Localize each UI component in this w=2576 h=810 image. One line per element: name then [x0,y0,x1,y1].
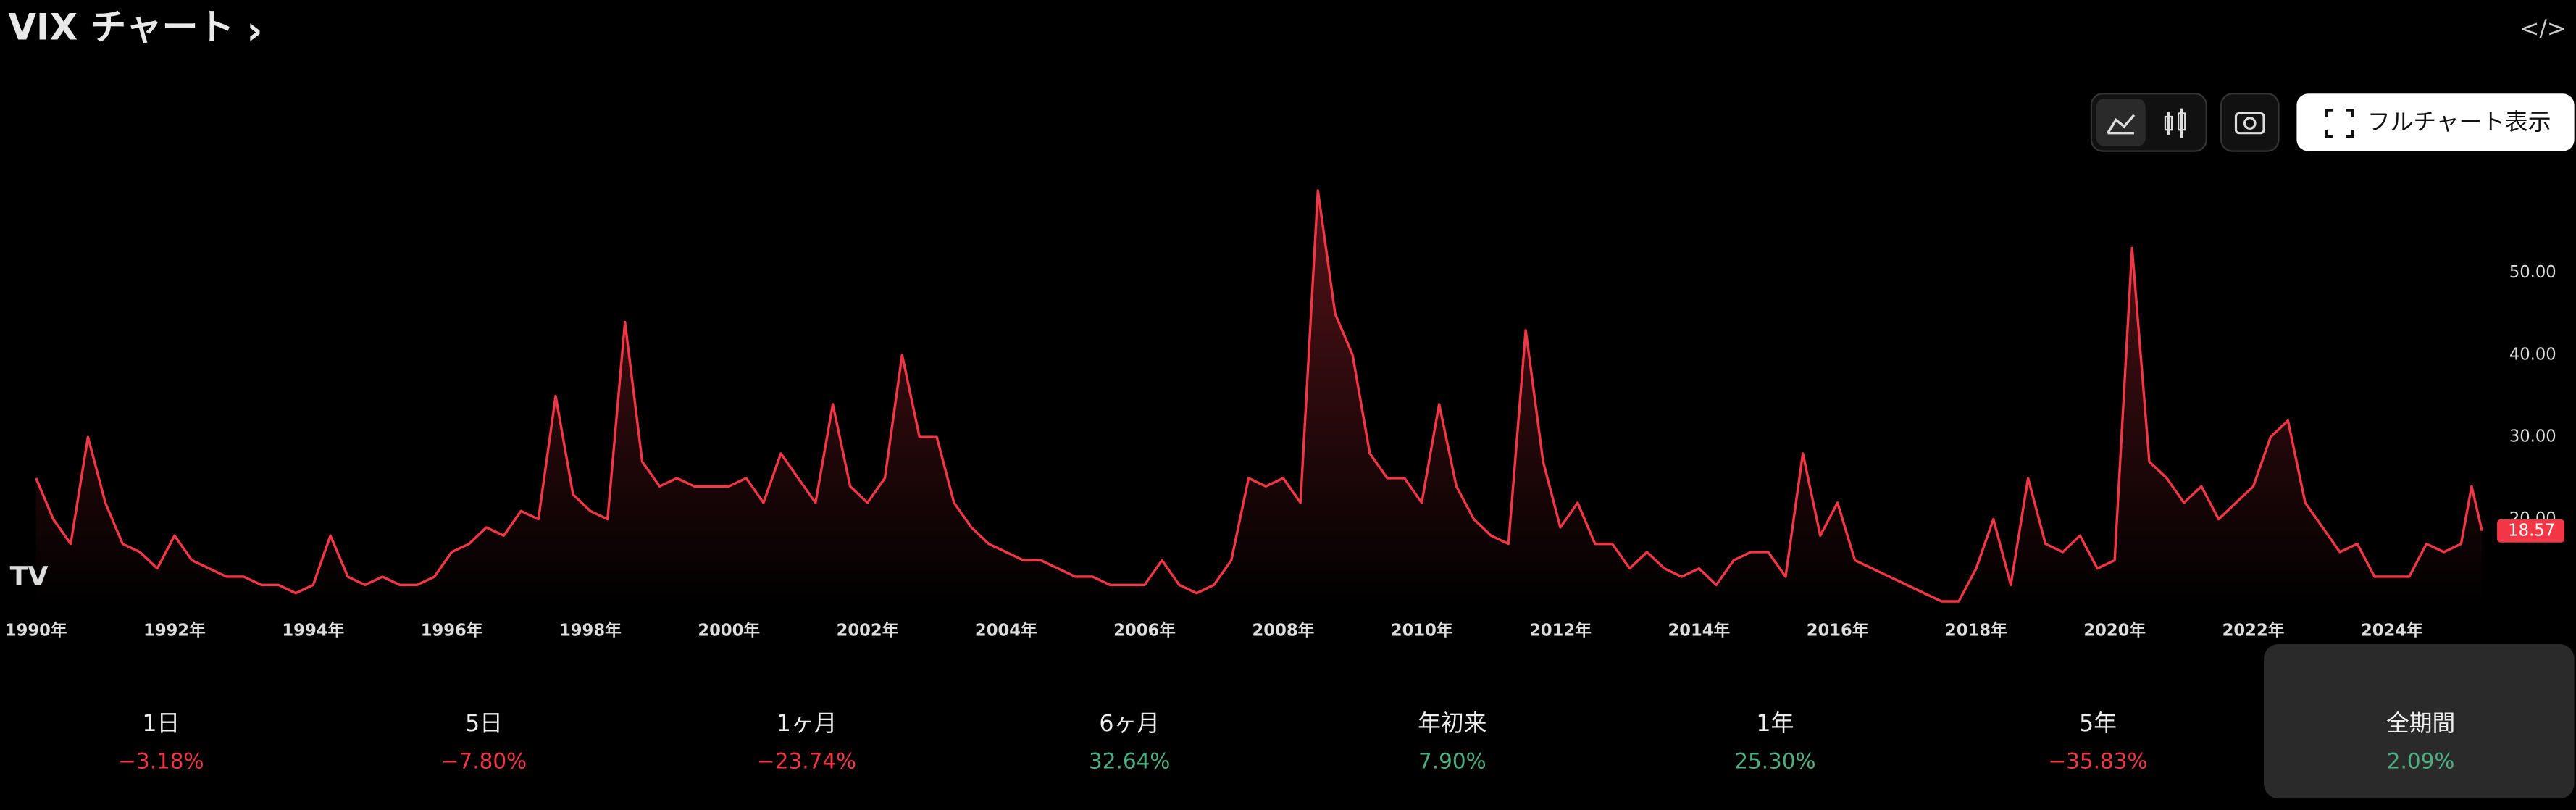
x-tick-label: 2012年 [1529,620,1592,640]
period-change: −7.80% [441,749,527,774]
period-label[interactable]: 5年 [2079,711,2117,737]
candle-body [2164,115,2173,131]
x-tick-label: 2022年 [2222,620,2285,640]
chevron[interactable]: › [246,7,262,53]
title[interactable]: VIX チャート [8,6,234,48]
period-label[interactable]: 5日 [465,711,503,737]
x-tick-label: 1994年 [282,620,344,640]
period-label[interactable]: 年初来 [1418,711,1486,737]
x-tick-label: 2008年 [1253,620,1315,640]
period-label[interactable]: 1年 [1756,711,1794,737]
full-chart-label[interactable]: フルチャート表示 [2367,109,2551,135]
period-change: −23.74% [757,749,856,774]
full-chart-button[interactable] [2296,93,2575,151]
period-selected [2264,643,2575,799]
x-tick-label: 2016年 [1807,620,1869,640]
x-tick-label: 1996年 [421,620,483,640]
performance-row: 1日 −3.18% 5日 −7.80% 1ヶ月 −23.74% 6ヶ月 32.64% 年初来 7.… [118,643,2575,799]
period-label[interactable]: 1ヶ月 [777,711,837,737]
y-tick-label: 30.00 [2509,427,2556,446]
period-change: 25.30% [1734,749,1815,774]
camera-lens [2243,117,2257,130]
embed-button[interactable]: </> [2520,16,2567,42]
last-value-label: 18.57 [2508,521,2555,540]
period-change: −35.83% [2048,749,2147,774]
x-tick-label: 2002年 [837,620,899,640]
period-change: 32.64% [1089,749,1170,774]
camera-icon [2234,112,2265,135]
line [35,189,2483,603]
snapshot-button[interactable] [2220,93,2280,152]
plot: 1990年 1992年 1994年 1996年 1998年 2000年 2002年 2004年… [5,189,2565,640]
y-tick-label: 50.00 [2509,263,2556,282]
y-tick-label: 40.00 [2509,345,2556,364]
candle-body [2177,112,2186,131]
x-tick-label: 1992年 [143,620,206,640]
x-tick-label: 2020年 [2083,620,2146,640]
x-tick-label: 2000年 [698,620,760,640]
period-label[interactable]: 全期間 [2386,711,2455,737]
x-tick-label: 1998年 [559,620,622,640]
x-tick-label: 2018年 [1945,620,2007,640]
x-tick-label: 2024年 [2361,620,2423,640]
period-change: 7.90% [1418,749,1486,774]
x-tick-label: 1990年 [5,620,67,640]
period-change: 2.09% [2387,749,2455,774]
x-tick-label: 2014年 [1668,620,1730,640]
period-change: −3.18% [118,749,204,774]
x-tick-label: 2006年 [1113,620,1176,640]
period-label[interactable]: 6ヶ月 [1099,711,1160,737]
x-tick-label: 2010年 [1391,620,1453,640]
x-tick-label: 2004年 [975,620,1037,640]
last-value-badge [2497,519,2565,543]
tv-logo: TV [10,561,49,592]
fullscreen-icon [2325,109,2354,138]
area [35,191,2483,609]
area-icon [2107,114,2136,135]
period-label[interactable]: 1日 [142,711,180,737]
